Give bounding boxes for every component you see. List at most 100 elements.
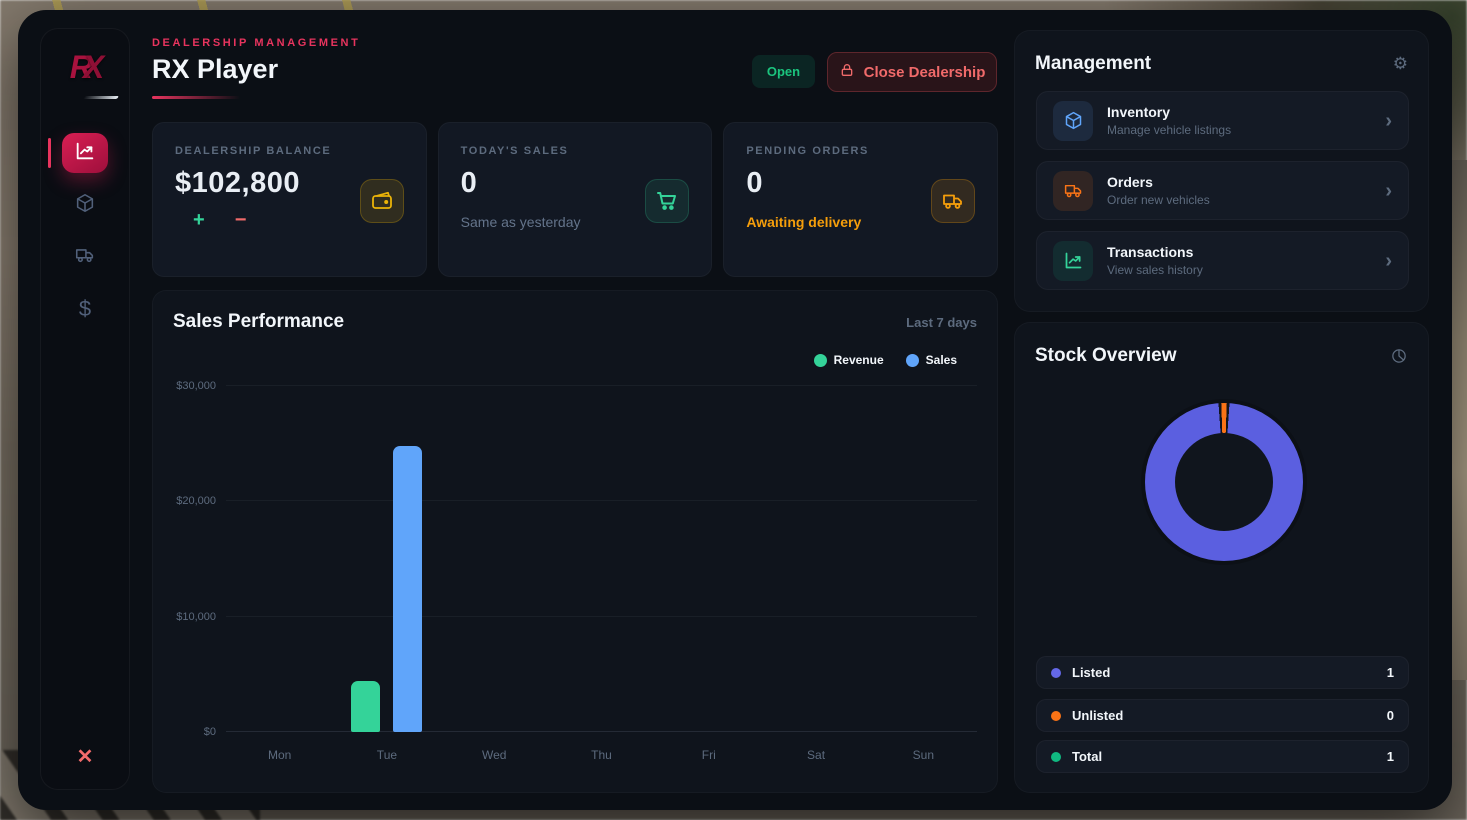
cube-icon [74,192,96,219]
x-axis-label: Tue [376,748,398,762]
sales-chart-period: Last 7 days [906,315,977,330]
grid-line [226,731,977,732]
title-underline [152,96,240,99]
chevron-right-icon: › [1385,179,1392,202]
sidebar-item-orders[interactable] [62,237,108,277]
x-axis-label: Thu [591,748,612,762]
stock-legend-unlisted: Unlisted 0 [1036,699,1409,732]
truck-icon [1053,170,1093,211]
stock-overview-title: Stock Overview [1035,345,1177,366]
management-panel: Management ⚙ Inventory Manage vehicle li… [1014,30,1429,312]
sidebar: RX $ ✕ [40,28,130,790]
grid-line [226,615,977,617]
logo-letter-r: R [69,49,93,85]
sidebar-item-inventory[interactable] [62,185,108,225]
logo-swoosh [83,96,119,99]
stock-legend-total: Total 1 [1036,740,1409,773]
sidebar-item-transactions[interactable]: $ [62,289,108,329]
cube-icon [1053,100,1093,141]
y-axis-tick: $10,000 [176,610,216,623]
grid-line [226,385,977,386]
x-axis-label: Sun [912,748,935,762]
revenue-label: Revenue [833,353,884,367]
pie-chart-icon [1390,347,1408,370]
chevron-right-icon: › [1385,109,1392,132]
revenue-bar [351,681,381,732]
withdraw-button[interactable]: − [234,209,247,231]
stock-legend-listed: Listed 1 [1036,656,1409,689]
sales-bar [393,445,423,732]
stock-overview-panel: Stock Overview Listed 1 Unlisted 0 Total… [1014,322,1429,793]
breadcrumb: DEALERSHIP MANAGEMENT [152,37,361,49]
management-item-orders[interactable]: Orders Order new vehicles › [1036,161,1409,220]
chart-line-icon [1053,240,1093,281]
stock-legend-dot [1051,710,1061,721]
sales-chart-legend: Revenue Sales [813,353,957,367]
wallet-icon [359,179,404,223]
logo-letter-x: X [82,49,104,85]
sales-chart-title: Sales Performance [173,311,345,332]
pending-orders-value: 0 [746,167,763,199]
sales-dot [905,353,919,367]
chevron-right-icon: › [1385,249,1392,272]
inventory-title: Inventory [1107,104,1171,120]
listed-value: 1 [1386,665,1394,680]
balance-value: $102,800 [175,167,300,199]
active-indicator [48,138,51,168]
management-item-transactions[interactable]: Transactions View sales history › [1036,231,1409,290]
pavement-edge [1449,160,1467,680]
total-label: Total [1072,749,1103,764]
x-axis-label: Fri [701,748,716,762]
grid-line [226,500,977,502]
total-value: 1 [1386,749,1394,764]
balance-label: DEALERSHIP BALANCE [175,145,332,157]
pending-orders-card: PENDING ORDERS 0 Awaiting delivery [723,122,999,277]
todays-sales-card: TODAY'S SALES 0 Same as yesterday [437,122,713,277]
stock-donut-chart [1145,403,1303,561]
cart-icon [645,179,690,223]
legend-revenue: Revenue [813,353,884,367]
balance-actions: + − [193,209,404,231]
page-title: RX Player [152,54,279,84]
dollar-icon: $ [78,296,92,321]
x-axis-label: Wed [481,748,507,762]
y-axis-tick: $0 [203,726,216,738]
transactions-subtitle: View sales history [1107,263,1203,277]
stats-row: DEALERSHIP BALANCE $102,800 + − TODAY'S … [152,122,999,277]
todays-sales-label: TODAY'S SALES [460,145,569,157]
management-item-text: Inventory Manage vehicle listings [1107,104,1231,137]
gear-icon[interactable]: ⚙ [1392,54,1408,73]
deposit-button[interactable]: + [193,209,205,231]
inventory-subtitle: Manage vehicle listings [1107,123,1232,137]
management-item-text: Transactions View sales history [1107,244,1203,277]
revenue-dot [813,353,827,367]
close-dealership-button[interactable]: Close Dealership [827,52,997,92]
pending-orders-subtitle: Awaiting delivery [746,214,862,230]
truck-icon [931,179,976,223]
management-title: Management [1035,53,1152,74]
sales-performance-panel: Sales Performance Last 7 days Revenue Sa… [152,290,998,793]
donut-hole [1175,433,1273,531]
unlisted-value: 0 [1386,708,1394,723]
chart-line-icon [74,140,96,167]
legend-sales: Sales [905,353,957,367]
todays-sales-subtitle: Same as yesterday [460,214,581,230]
close-dealership-label: Close Dealership [863,63,986,81]
orders-subtitle: Order new vehicles [1107,193,1210,207]
status-badge: Open [752,55,815,88]
transactions-title: Transactions [1107,244,1194,260]
management-item-inventory[interactable]: Inventory Manage vehicle listings › [1036,91,1409,150]
orders-title: Orders [1107,174,1153,190]
sidebar-item-dashboard[interactable] [48,133,108,173]
sales-label: Sales [925,353,957,367]
y-axis-tick: $20,000 [176,495,216,508]
truck-icon [74,244,96,271]
lock-icon [839,62,855,82]
sidebar-nav: $ [48,133,108,329]
x-axis-label: Sat [807,748,826,762]
close-ui-button[interactable]: ✕ [76,746,94,768]
unlisted-label: Unlisted [1072,708,1124,723]
y-axis-tick: $30,000 [176,380,216,392]
todays-sales-value: 0 [460,167,478,199]
stock-legend-dot [1051,667,1061,678]
